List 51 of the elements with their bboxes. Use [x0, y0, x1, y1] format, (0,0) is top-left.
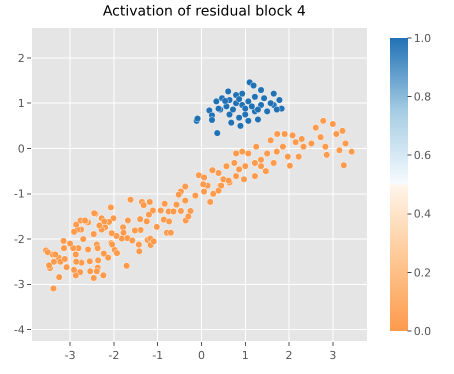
y-tick-label: -2 — [14, 232, 25, 246]
point — [258, 86, 264, 94]
point — [251, 93, 258, 100]
x-tick-label: -1 — [152, 349, 164, 362]
point — [228, 119, 235, 126]
x-tick-label: 3 — [329, 349, 336, 362]
point — [258, 102, 264, 108]
point — [236, 96, 243, 103]
x-tick-label: -3 — [64, 349, 76, 362]
y-tick-label: -3 — [14, 278, 25, 292]
color-bar-label: 0.8 — [414, 90, 432, 104]
y-tick-label: -4 — [14, 324, 25, 337]
point — [260, 94, 268, 102]
x-tick-label: 1 — [242, 349, 249, 362]
y-tick-label: -1 — [14, 188, 25, 201]
point — [224, 88, 232, 95]
point — [208, 116, 216, 124]
point — [270, 90, 278, 98]
point — [264, 108, 271, 115]
point — [248, 102, 256, 110]
y-tick-label: 2 — [18, 52, 25, 65]
point — [276, 96, 283, 104]
x-tick-label: -2 — [108, 349, 120, 362]
chart-title: Activation of residual block 4 — [102, 3, 306, 20]
point — [244, 117, 252, 124]
point — [244, 98, 252, 105]
point — [214, 130, 221, 137]
color-bar-label: 0.0 — [414, 324, 432, 338]
point — [254, 106, 262, 113]
x-tick-label: 2 — [286, 349, 293, 362]
color-bar-label: 0.4 — [414, 208, 432, 221]
y-tick-label: 0 — [18, 142, 25, 156]
point — [226, 111, 233, 118]
point — [212, 98, 220, 105]
point — [242, 105, 249, 112]
point — [273, 106, 280, 113]
point — [242, 111, 249, 118]
color-bar-label: 0.6 — [414, 149, 432, 162]
point — [250, 82, 258, 89]
y-tick-label: 1 — [18, 97, 25, 110]
point — [230, 106, 236, 113]
point — [267, 100, 274, 107]
point — [236, 122, 244, 130]
point — [206, 106, 213, 114]
point — [222, 97, 229, 104]
point — [254, 116, 262, 123]
color-bar-label: 0.2 — [414, 266, 432, 280]
point — [238, 90, 246, 98]
point — [236, 114, 243, 122]
x-tick-label: 0 — [198, 349, 205, 362]
color-bar-label: 1.0 — [414, 32, 432, 45]
